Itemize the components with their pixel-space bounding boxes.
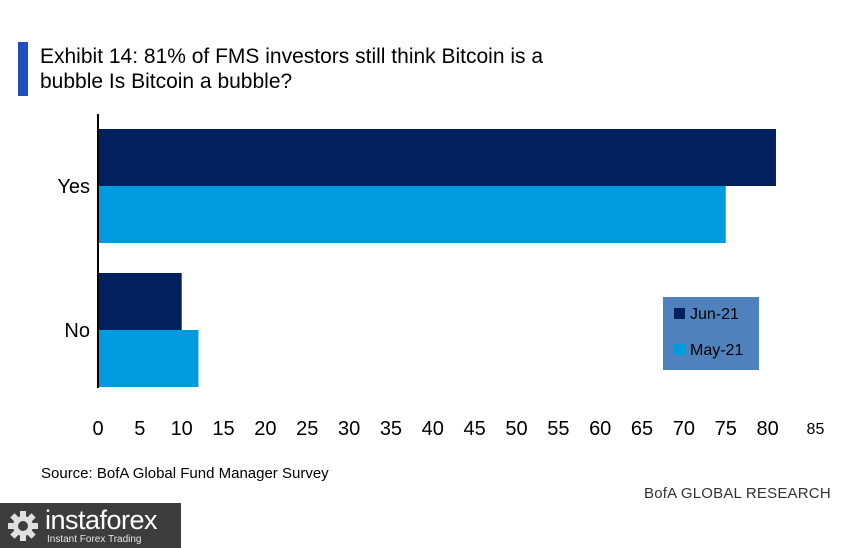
- watermark-name: instaforex: [45, 505, 158, 535]
- gear-icon: [8, 511, 38, 541]
- x-tick-label-5: 5: [134, 418, 145, 440]
- chart-title: Exhibit 14: 81% of FMS investors still t…: [40, 45, 544, 93]
- credit-text: BofA GLOBAL RESEARCH: [644, 485, 831, 502]
- legend-label-may-21: May-21: [690, 342, 743, 359]
- x-tick-label-55: 55: [547, 418, 569, 440]
- bar-chart: Yes No 0 5 10 15 20 25 30 35 40 45 50 55 60 65 70 75 80 85 J…: [57, 114, 825, 440]
- x-tick-label-70: 70: [673, 418, 695, 440]
- bar-no-jun-21: [98, 273, 182, 330]
- bar-yes-jun-21: [98, 129, 776, 186]
- x-tick-label-35: 35: [380, 418, 402, 440]
- category-label-yes: Yes: [57, 176, 90, 198]
- x-tick-label-30: 30: [338, 418, 360, 440]
- x-tick-label-85: 85: [807, 421, 825, 438]
- x-tick-label-45: 45: [464, 418, 486, 440]
- bar-yes-may-21: [98, 186, 726, 243]
- legend-label-jun-21: Jun-21: [690, 306, 739, 323]
- legend-swatch-may-21: [674, 344, 685, 355]
- legend-swatch-jun-21: [674, 308, 685, 319]
- watermark-logo: instaforex Instant Forex Trading: [0, 503, 181, 548]
- x-tick-label-65: 65: [631, 418, 653, 440]
- x-tick-label-0: 0: [92, 418, 103, 440]
- x-tick-label-75: 75: [715, 418, 737, 440]
- category-label-no: No: [64, 320, 90, 342]
- x-tick-label-60: 60: [589, 418, 611, 440]
- x-tick-label-10: 10: [171, 418, 193, 440]
- bar-no-may-21: [98, 330, 199, 387]
- watermark-tagline: Instant Forex Trading: [47, 534, 142, 545]
- x-tick-label-50: 50: [505, 418, 527, 440]
- x-tick-label-20: 20: [254, 418, 276, 440]
- x-tick-label-80: 80: [756, 418, 778, 440]
- title-accent-bar: [18, 42, 28, 96]
- x-tick-label-15: 15: [212, 418, 234, 440]
- source-note: Source: BofA Global Fund Manager Survey: [41, 465, 329, 482]
- x-tick-label-40: 40: [422, 418, 444, 440]
- x-tick-label-25: 25: [296, 418, 318, 440]
